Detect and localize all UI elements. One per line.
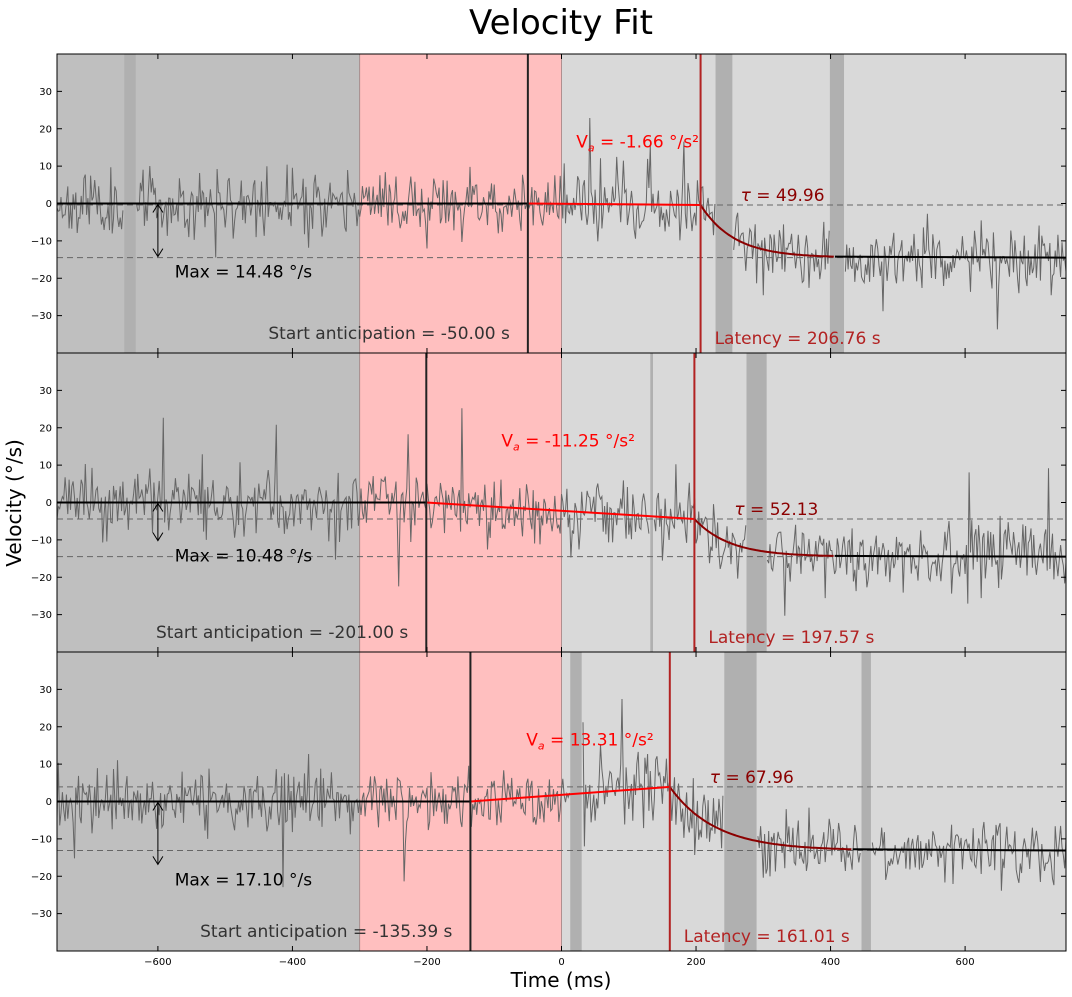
steady-state-fit-line bbox=[834, 554, 1067, 558]
latency-label: Latency = 161.01 s bbox=[684, 927, 850, 947]
tau-symbol: τ bbox=[741, 186, 752, 206]
tau-label: τ = 49.96 bbox=[741, 186, 825, 206]
va-value: = 13.31 °/s² bbox=[545, 730, 654, 750]
max-arrow-head-top bbox=[152, 801, 164, 811]
tau-label: τ = 52.13 bbox=[734, 500, 818, 520]
va-subscript: a bbox=[588, 141, 595, 154]
missing-data-band-2 bbox=[746, 353, 767, 652]
x-tick-label: 200 bbox=[686, 957, 705, 968]
va-symbol: V bbox=[576, 132, 588, 152]
anticipation-fit-line bbox=[426, 501, 695, 520]
tau-symbol: τ bbox=[710, 768, 721, 788]
latency-label: Latency = 197.57 s bbox=[708, 628, 874, 648]
y-tick-label: −20 bbox=[31, 872, 52, 883]
va-symbol: V bbox=[526, 730, 538, 750]
steady-state-fit-line bbox=[835, 255, 1067, 259]
tau-value: = 52.13 bbox=[745, 500, 819, 520]
pursuit-exponential-fit bbox=[668, 786, 852, 851]
max-arrow-head-bottom bbox=[152, 532, 164, 542]
y-axis-title: Velocity (°/s) bbox=[2, 439, 26, 567]
y-tick-label: −10 bbox=[31, 535, 52, 546]
x-tick-label: 600 bbox=[956, 957, 975, 968]
max-label: Max = 10.48 °/s bbox=[175, 547, 312, 567]
pursuit-region bbox=[561, 54, 1066, 353]
tau-value: = 67.96 bbox=[720, 768, 794, 788]
y-tick-label: −30 bbox=[31, 610, 52, 621]
max-arrow-head-bottom bbox=[152, 248, 164, 258]
va-symbol: V bbox=[501, 431, 513, 451]
va-value: = -1.66 °/s² bbox=[595, 132, 699, 152]
max-arrow-head-top bbox=[152, 203, 164, 213]
y-tick-label: 0 bbox=[46, 199, 52, 210]
figure-title: Velocity Fit bbox=[469, 3, 653, 43]
panel-2: Max = 10.48 °/s Start anticipation = -201… bbox=[31, 352, 1067, 653]
va-value: = -11.25 °/s² bbox=[520, 431, 635, 451]
start-anticipation-label: Start anticipation = -201.00 s bbox=[156, 623, 408, 643]
x-tick-label: 400 bbox=[821, 957, 840, 968]
anticipation-fit-line bbox=[527, 202, 701, 206]
max-arrow-head-top bbox=[152, 502, 164, 512]
tau-label: τ = 67.96 bbox=[710, 768, 794, 788]
panel-1: Max = 14.48 °/s Start anticipation = -50.… bbox=[31, 53, 1067, 354]
va-subscript: a bbox=[538, 739, 545, 752]
latency-label: Latency = 206.76 s bbox=[715, 329, 881, 349]
y-tick-label: −20 bbox=[31, 274, 52, 285]
pursuit-region bbox=[561, 652, 1066, 951]
y-tick-label: −20 bbox=[31, 573, 52, 584]
max-arrow-head-bottom bbox=[152, 856, 164, 866]
y-tick-label: 0 bbox=[46, 498, 52, 509]
y-tick-label: −10 bbox=[31, 236, 52, 247]
panel-3: Max = 17.10 °/s Start anticipation = -135… bbox=[31, 651, 1067, 968]
x-tick-label: 0 bbox=[558, 957, 564, 968]
missing-data-band-3 bbox=[861, 652, 871, 951]
y-tick-label: 30 bbox=[39, 685, 52, 696]
start-anticipation-label: Start anticipation = -50.00 s bbox=[268, 324, 510, 344]
y-tick-label: 10 bbox=[39, 461, 52, 472]
y-tick-label: 30 bbox=[39, 87, 52, 98]
y-tick-label: −30 bbox=[31, 311, 52, 322]
y-tick-label: 10 bbox=[39, 760, 52, 771]
va-label: Va = -1.66 °/s² bbox=[576, 132, 699, 154]
missing-data-band-1 bbox=[570, 652, 582, 951]
x-tick-label: −200 bbox=[413, 957, 440, 968]
raw-velocity-trace bbox=[57, 117, 1066, 330]
pursuit-exponential-fit bbox=[693, 518, 834, 557]
missing-data-band-1 bbox=[650, 353, 653, 652]
x-tick-label: −600 bbox=[144, 957, 171, 968]
y-tick-label: 20 bbox=[39, 722, 52, 733]
y-tick-label: 10 bbox=[39, 162, 52, 173]
x-tick-label: −400 bbox=[279, 957, 306, 968]
va-label: Va = 13.31 °/s² bbox=[526, 730, 653, 752]
y-tick-label: 20 bbox=[39, 423, 52, 434]
missing-data-band-3 bbox=[829, 54, 845, 353]
start-anticipation-label: Start anticipation = -135.39 s bbox=[200, 922, 452, 942]
anticipation-fit-line bbox=[470, 785, 670, 803]
pursuit-exponential-fit bbox=[699, 204, 834, 258]
va-subscript: a bbox=[513, 440, 520, 453]
steady-state-fit-line bbox=[852, 848, 1067, 852]
max-label: Max = 14.48 °/s bbox=[175, 263, 312, 283]
y-tick-label: −30 bbox=[31, 909, 52, 920]
y-tick-label: 0 bbox=[46, 797, 52, 808]
y-tick-label: −10 bbox=[31, 834, 52, 845]
raw-velocity-trace bbox=[57, 698, 1066, 891]
tau-value: = 49.96 bbox=[751, 186, 825, 206]
max-label: Max = 17.10 °/s bbox=[175, 870, 312, 890]
y-tick-label: 30 bbox=[39, 386, 52, 397]
tau-symbol: τ bbox=[734, 500, 745, 520]
missing-data-band-2 bbox=[715, 54, 733, 353]
missing-data-band-2 bbox=[724, 652, 757, 951]
pursuit-region bbox=[561, 353, 1066, 652]
va-label: Va = -11.25 °/s² bbox=[501, 431, 635, 453]
y-tick-label: 20 bbox=[39, 124, 52, 135]
x-axis-title: Time (ms) bbox=[510, 968, 612, 992]
